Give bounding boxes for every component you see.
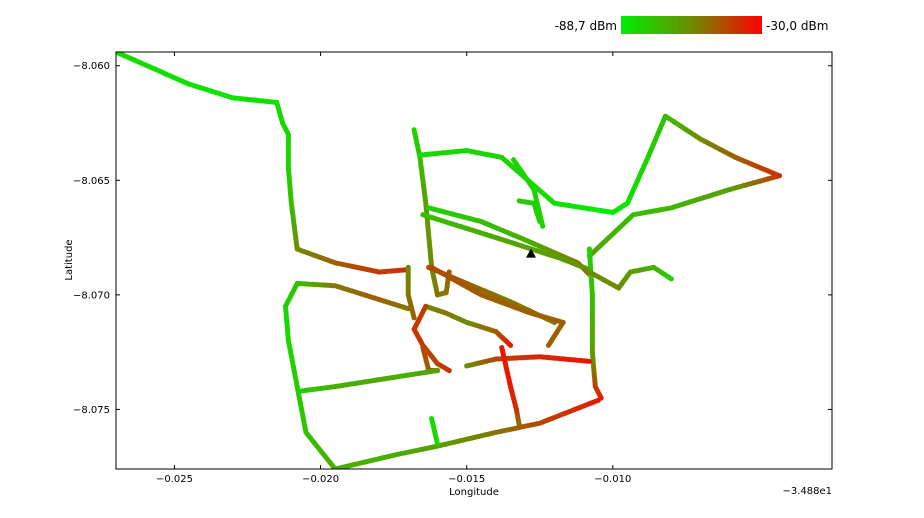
track-point (586, 358, 593, 364)
track-point (545, 342, 552, 348)
track-point (537, 218, 543, 225)
colorbar-min-label: -88,7 dBm (555, 19, 617, 33)
track-15 (282, 280, 411, 312)
y-tick-label: −8.075 (73, 405, 110, 416)
x-axis-offset-label: −3.488e1 (782, 486, 832, 497)
x-tick-label: −0.015 (448, 474, 485, 485)
plot-area (116, 52, 832, 469)
track-16 (405, 264, 417, 321)
y-tick-label: −8.060 (73, 61, 110, 72)
y-tick-label: −8.065 (73, 176, 110, 187)
track-point (411, 315, 417, 321)
track-1 (280, 120, 411, 275)
y-axis: −8.060 −8.065 −8.070 −8.075 (73, 61, 832, 416)
track-11 (429, 264, 566, 348)
x-tick-label: −0.020 (302, 474, 339, 485)
track-point (595, 397, 601, 403)
track-6 (510, 157, 546, 229)
track-0 (116, 52, 286, 126)
colorbar-max-label: -30,0 dBm (766, 19, 828, 33)
x-tick-label: −0.025 (156, 474, 193, 485)
track-7 (516, 198, 543, 225)
marker-triangle (525, 248, 536, 258)
track-4 (610, 113, 783, 215)
track-13 (586, 264, 674, 291)
track-12 (586, 246, 604, 401)
track-18 (411, 303, 452, 374)
track-point (540, 223, 546, 229)
colorbar (621, 16, 762, 34)
track-point (446, 367, 452, 374)
plot-frame (115, 51, 833, 470)
x-axis: −0.025 −0.020 −0.015 −0.010 (156, 52, 631, 485)
track-point (668, 276, 674, 282)
marker-layer (525, 248, 536, 258)
y-axis-label: Latitude (64, 239, 75, 280)
y-tick-label: −8.070 (73, 290, 110, 301)
tracks-layer (116, 52, 783, 469)
x-tick-label: −0.010 (594, 474, 631, 485)
x-axis-label: Longitude (449, 487, 499, 498)
track-23 (332, 397, 601, 469)
track-20 (297, 367, 441, 394)
track-point (434, 367, 441, 374)
track-point (434, 441, 441, 447)
track-5 (586, 173, 783, 259)
track-22 (499, 345, 522, 429)
track-point (507, 342, 514, 348)
track-24 (429, 416, 441, 447)
